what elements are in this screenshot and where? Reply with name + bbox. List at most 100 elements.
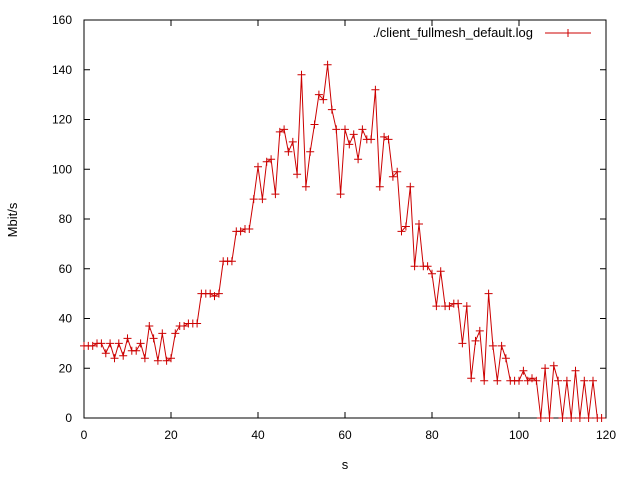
data-point-marker	[249, 195, 258, 204]
data-point-marker	[549, 361, 558, 370]
data-point-marker	[567, 414, 576, 422]
legend: ./client_fullmesh_default.log	[373, 25, 591, 40]
data-point-marker	[597, 414, 606, 422]
y-tick-label: 20	[59, 361, 73, 375]
data-point-marker	[132, 346, 141, 355]
data-point-marker	[454, 299, 463, 308]
y-tick-label: 80	[59, 212, 73, 226]
data-point-marker	[354, 155, 363, 164]
y-tick-label: 140	[52, 63, 72, 77]
data-point-marker	[297, 70, 306, 79]
data-point-marker	[258, 195, 267, 204]
data-point-marker	[227, 257, 236, 266]
data-point-marker	[415, 220, 423, 228]
data-point-marker	[349, 130, 358, 139]
data-point-marker	[475, 326, 484, 335]
plot-frame	[83, 19, 607, 419]
data-point-marker	[162, 356, 171, 365]
data-point-marker	[262, 157, 271, 166]
x-tick-label: 60	[338, 428, 352, 442]
data-point-marker	[136, 339, 145, 348]
data-point-marker	[358, 125, 367, 134]
data-point-marker	[480, 376, 489, 385]
data-point-marker	[488, 341, 497, 350]
data-point-marker	[519, 366, 528, 375]
data-point-marker	[323, 60, 332, 69]
data-point-marker	[432, 302, 441, 311]
data-point-marker	[345, 140, 354, 149]
data-point-marker	[314, 90, 323, 99]
data-point-marker	[375, 182, 384, 191]
data-point-marker	[371, 85, 380, 94]
data-point-marker	[501, 354, 510, 363]
data-point-marker	[397, 227, 406, 236]
y-tick-label: 60	[59, 262, 73, 276]
data-point-marker	[341, 125, 349, 134]
data-point-marker	[123, 334, 132, 343]
data-point-marker	[271, 190, 280, 199]
data-point-marker	[180, 322, 189, 330]
axis-tick-labels: 0 20 40 60 80 100 120 0 20 40 60 80 100 120 140 160	[52, 13, 616, 442]
data-point-marker	[110, 354, 119, 363]
data-point-marker	[484, 289, 493, 298]
legend-marker-plus	[564, 29, 572, 37]
data-point-marker	[97, 339, 106, 348]
x-tick-label: 120	[596, 428, 616, 442]
data-point-marker	[497, 341, 506, 350]
data-point-marker	[140, 354, 149, 363]
data-point-marker	[193, 319, 202, 328]
y-tick-label: 120	[52, 113, 72, 127]
data-point-marker	[545, 414, 554, 422]
data-point-marker	[280, 125, 289, 134]
data-point-marker	[571, 366, 580, 375]
data-point-marker	[393, 167, 402, 176]
data-point-marker	[310, 120, 319, 129]
data-point-marker	[380, 132, 389, 141]
data-point-marker	[562, 376, 571, 385]
axis-ticks	[83, 19, 607, 419]
data-point-marker	[145, 322, 154, 330]
series-layer	[80, 60, 606, 422]
data-point-marker	[153, 356, 162, 365]
y-axis-title: Mbit/s	[5, 202, 20, 237]
data-point-marker	[388, 172, 397, 181]
data-point-marker	[436, 267, 445, 276]
data-point-marker	[214, 289, 223, 298]
data-point-marker	[336, 190, 345, 199]
data-point-marker	[114, 339, 123, 348]
data-point-marker	[293, 170, 302, 179]
data-point-marker	[106, 339, 115, 348]
data-point-marker	[575, 414, 584, 422]
data-point-marker	[580, 376, 589, 385]
data-point-marker	[493, 376, 502, 385]
legend-label: ./client_fullmesh_default.log	[373, 25, 533, 40]
data-point-marker	[171, 329, 180, 338]
data-point-marker	[515, 376, 523, 385]
data-point-marker	[284, 147, 293, 156]
data-point-marker	[554, 376, 563, 385]
x-axis-title: s	[342, 457, 349, 472]
x-tick-label: 80	[425, 428, 439, 442]
x-tick-label: 40	[251, 428, 265, 442]
data-point-marker	[558, 414, 567, 422]
data-point-marker	[167, 354, 175, 363]
data-point-marker	[523, 376, 532, 385]
data-point-marker	[541, 364, 550, 373]
y-tick-label: 0	[65, 411, 72, 425]
data-point-marker	[301, 182, 310, 191]
data-point-marker	[471, 336, 480, 345]
data-point-marker	[410, 262, 419, 271]
data-point-marker	[458, 339, 467, 348]
data-point-marker	[101, 349, 110, 358]
data-point-marker	[119, 351, 128, 360]
x-tick-label: 100	[509, 428, 529, 442]
data-point-marker	[401, 222, 410, 231]
series-line	[84, 64, 602, 419]
data-point-marker	[589, 376, 597, 385]
data-point-marker	[445, 302, 454, 311]
data-point-marker	[332, 125, 341, 134]
y-tick-label: 100	[52, 162, 72, 176]
data-point-marker	[210, 292, 219, 301]
data-point-marker	[254, 162, 262, 171]
